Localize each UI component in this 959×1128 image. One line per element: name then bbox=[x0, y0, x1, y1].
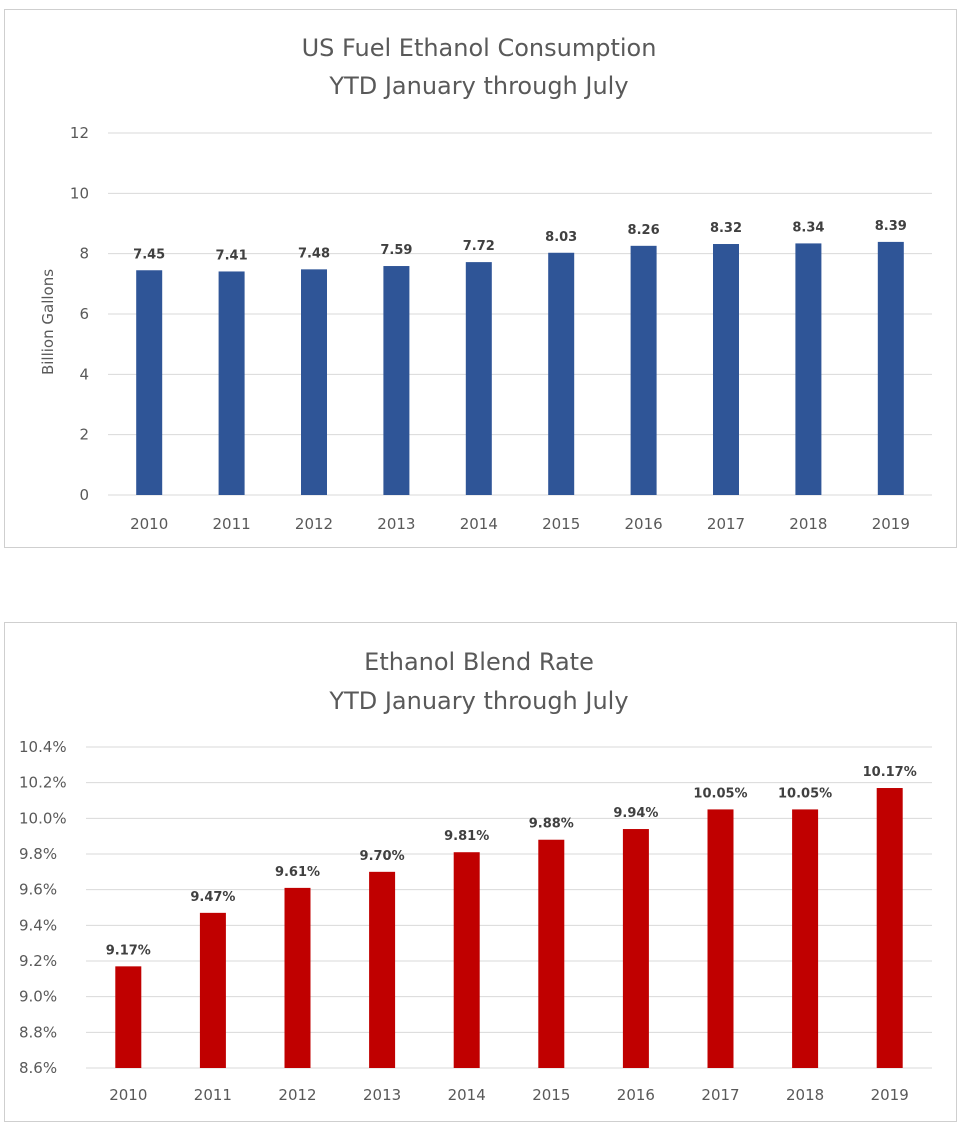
x-tick-label: 2015 bbox=[532, 1086, 570, 1104]
bar-2013 bbox=[383, 266, 410, 495]
bar-2013 bbox=[369, 871, 396, 1068]
bar-2010 bbox=[136, 270, 163, 495]
chart-title: Ethanol Blend Rate bbox=[364, 648, 594, 676]
bar-2014 bbox=[453, 852, 480, 1068]
x-tick-label: 2019 bbox=[871, 1086, 909, 1104]
chart-ethanol-consumption: US Fuel Ethanol Consumption YTD January … bbox=[39, 34, 932, 533]
data-label: 9.94% bbox=[613, 806, 658, 821]
y-tick-label: 2 bbox=[79, 426, 89, 444]
bar-2014 bbox=[465, 262, 492, 495]
y-tick-label: 8.8% bbox=[19, 1023, 57, 1041]
data-label: 9.17% bbox=[106, 943, 151, 958]
y-tick-label: 12 bbox=[70, 124, 89, 142]
x-tick-label: 2011 bbox=[213, 515, 251, 533]
bar-2018 bbox=[792, 809, 819, 1068]
data-label: 9.81% bbox=[444, 829, 489, 844]
data-label: 7.59 bbox=[380, 243, 412, 258]
data-label: 9.70% bbox=[360, 849, 405, 864]
data-label: 10.05% bbox=[778, 786, 832, 801]
y-tick-label: 10 bbox=[70, 184, 89, 202]
x-tick-label: 2018 bbox=[786, 1086, 824, 1104]
x-tick-label: 2014 bbox=[448, 1086, 486, 1104]
x-tick-label: 2011 bbox=[194, 1086, 232, 1104]
y-tick-label: 9.6% bbox=[19, 881, 57, 899]
data-label: 9.88% bbox=[529, 817, 574, 832]
y-tick-label: 8 bbox=[79, 245, 89, 263]
x-tick-label: 2015 bbox=[542, 515, 580, 533]
data-label: 7.72 bbox=[463, 239, 495, 254]
bar-2010 bbox=[115, 966, 142, 1068]
x-tick-label: 2010 bbox=[130, 515, 168, 533]
data-label: 7.45 bbox=[133, 247, 165, 262]
chart-subtitle: YTD January through July bbox=[328, 72, 628, 100]
y-tick-label: 10.4% bbox=[19, 738, 67, 756]
bar-2016 bbox=[630, 245, 657, 495]
chart-subtitle: YTD January through July bbox=[328, 687, 628, 715]
x-tick-label: 2012 bbox=[278, 1086, 316, 1104]
bar-2012 bbox=[284, 887, 311, 1068]
x-tick-label: 2017 bbox=[707, 515, 745, 533]
chart-panel-blend-rate: Ethanol Blend Rate YTD January through J… bbox=[4, 622, 957, 1122]
bar-2012 bbox=[301, 269, 327, 495]
y-tick-label: 9.0% bbox=[19, 988, 57, 1006]
y-tick-label: 0 bbox=[79, 486, 89, 504]
data-label: 8.32 bbox=[710, 221, 742, 236]
bar-2011 bbox=[199, 912, 226, 1068]
data-label: 10.05% bbox=[693, 786, 747, 801]
y-tick-label: 6 bbox=[79, 305, 89, 323]
y-axis-label: Billion Gallons bbox=[39, 269, 57, 375]
y-tick-label: 9.4% bbox=[19, 916, 57, 934]
chart-title: US Fuel Ethanol Consumption bbox=[302, 34, 657, 62]
data-label: 7.41 bbox=[216, 248, 248, 263]
chart-blend-rate: Ethanol Blend Rate YTD January through J… bbox=[19, 648, 932, 1104]
x-tick-label: 2016 bbox=[617, 1086, 655, 1104]
y-tick-label: 4 bbox=[79, 365, 89, 383]
chart-panel-ethanol-consumption: US Fuel Ethanol Consumption YTD January … bbox=[4, 9, 957, 548]
bar-2015 bbox=[548, 252, 575, 495]
bar-2019 bbox=[877, 241, 904, 495]
bar-2018 bbox=[795, 243, 822, 495]
y-tick-label: 9.2% bbox=[19, 952, 57, 970]
x-tick-label: 2010 bbox=[109, 1086, 147, 1104]
bar-2017 bbox=[713, 244, 739, 495]
data-label: 8.39 bbox=[875, 219, 907, 234]
data-label: 8.26 bbox=[628, 223, 660, 238]
data-label: 8.03 bbox=[545, 230, 577, 245]
data-label: 9.61% bbox=[275, 865, 320, 880]
y-tick-label: 10.2% bbox=[19, 774, 67, 792]
x-tick-label: 2014 bbox=[460, 515, 498, 533]
x-tick-label: 2013 bbox=[363, 1086, 401, 1104]
bar-2011 bbox=[218, 271, 245, 495]
bar-2019 bbox=[876, 788, 903, 1068]
data-label: 7.48 bbox=[298, 246, 330, 261]
x-tick-label: 2018 bbox=[789, 515, 827, 533]
bar-2015 bbox=[538, 839, 565, 1068]
x-tick-label: 2019 bbox=[872, 515, 910, 533]
x-tick-label: 2016 bbox=[625, 515, 663, 533]
data-label: 9.47% bbox=[190, 890, 235, 905]
data-label: 10.17% bbox=[863, 765, 917, 780]
bar-2016 bbox=[622, 829, 649, 1068]
y-tick-label: 9.8% bbox=[19, 845, 57, 863]
y-tick-label: 10.0% bbox=[19, 809, 67, 827]
data-label: 8.34 bbox=[792, 220, 824, 235]
y-tick-label: 8.6% bbox=[19, 1059, 57, 1077]
x-tick-label: 2017 bbox=[701, 1086, 739, 1104]
bar-2017 bbox=[707, 809, 734, 1068]
x-tick-label: 2012 bbox=[295, 515, 333, 533]
x-tick-label: 2013 bbox=[377, 515, 415, 533]
